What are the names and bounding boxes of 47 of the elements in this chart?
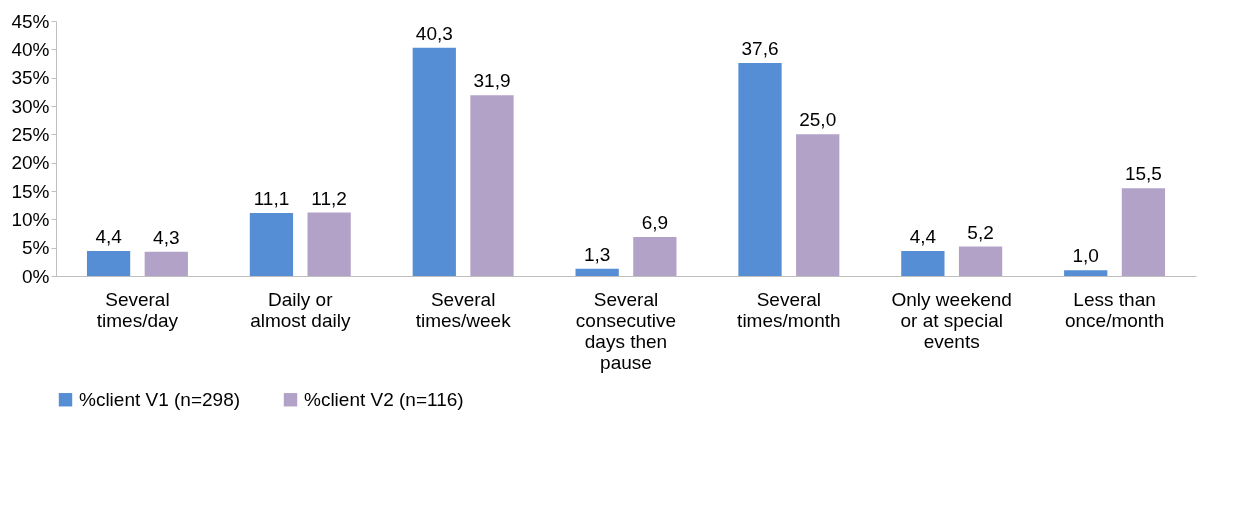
bar <box>144 251 188 276</box>
bar <box>796 134 840 276</box>
y-tick-label: 10% <box>11 208 50 230</box>
bar <box>249 213 294 276</box>
x-tick-label: Several times/month <box>737 288 841 331</box>
y-tick-label: 15% <box>11 180 50 202</box>
y-tick-label: 40% <box>11 38 50 60</box>
data-label: 1,0 <box>1072 245 1099 267</box>
data-label: 40,3 <box>415 22 453 44</box>
legend-label: %client V2 (n=116) <box>304 388 464 410</box>
data-label: 4,3 <box>153 226 180 248</box>
data-label: 15,5 <box>1124 163 1162 185</box>
y-tick-label: 25% <box>11 123 50 145</box>
x-tick-label: Several times/week <box>415 288 512 331</box>
bar <box>1121 188 1166 276</box>
y-tick-label: 20% <box>11 152 50 174</box>
y-tick-label: 30% <box>11 95 50 117</box>
bar <box>86 251 131 276</box>
y-tick-label: 35% <box>11 67 50 89</box>
data-label: 31,9 <box>473 70 511 92</box>
x-tick-label: Only weekend or at special events <box>891 288 1012 352</box>
data-label: 6,9 <box>641 211 669 233</box>
data-label: 11,2 <box>311 187 347 209</box>
data-label: 1,3 <box>583 243 611 265</box>
bar <box>901 251 945 276</box>
bar <box>575 268 619 276</box>
bar <box>958 246 1003 276</box>
y-tick-label: 45% <box>11 10 50 32</box>
bar <box>412 47 456 276</box>
data-label: 4,4 <box>909 226 937 248</box>
data-label: 25,0 <box>799 109 837 131</box>
x-tick-label: Daily or almost daily <box>250 288 351 331</box>
legend-label: %client V1 (n=298) <box>79 388 241 410</box>
bar <box>1064 270 1108 276</box>
data-label: 4,4 <box>95 226 123 248</box>
x-tick-label: Several consecutive days then pause <box>575 288 677 373</box>
bar <box>738 62 782 276</box>
data-label: 5,2 <box>967 221 994 243</box>
y-tick-label: 0% <box>22 265 50 287</box>
x-tick-label: Less than once/month <box>1064 288 1165 331</box>
bar <box>633 236 677 276</box>
bar <box>307 212 351 276</box>
data-label: 37,6 <box>741 37 779 59</box>
bar <box>470 95 514 276</box>
y-tick-label: 5% <box>22 237 50 259</box>
x-tick-label: Several times/day <box>96 288 179 331</box>
data-label: 11,1 <box>253 188 290 210</box>
